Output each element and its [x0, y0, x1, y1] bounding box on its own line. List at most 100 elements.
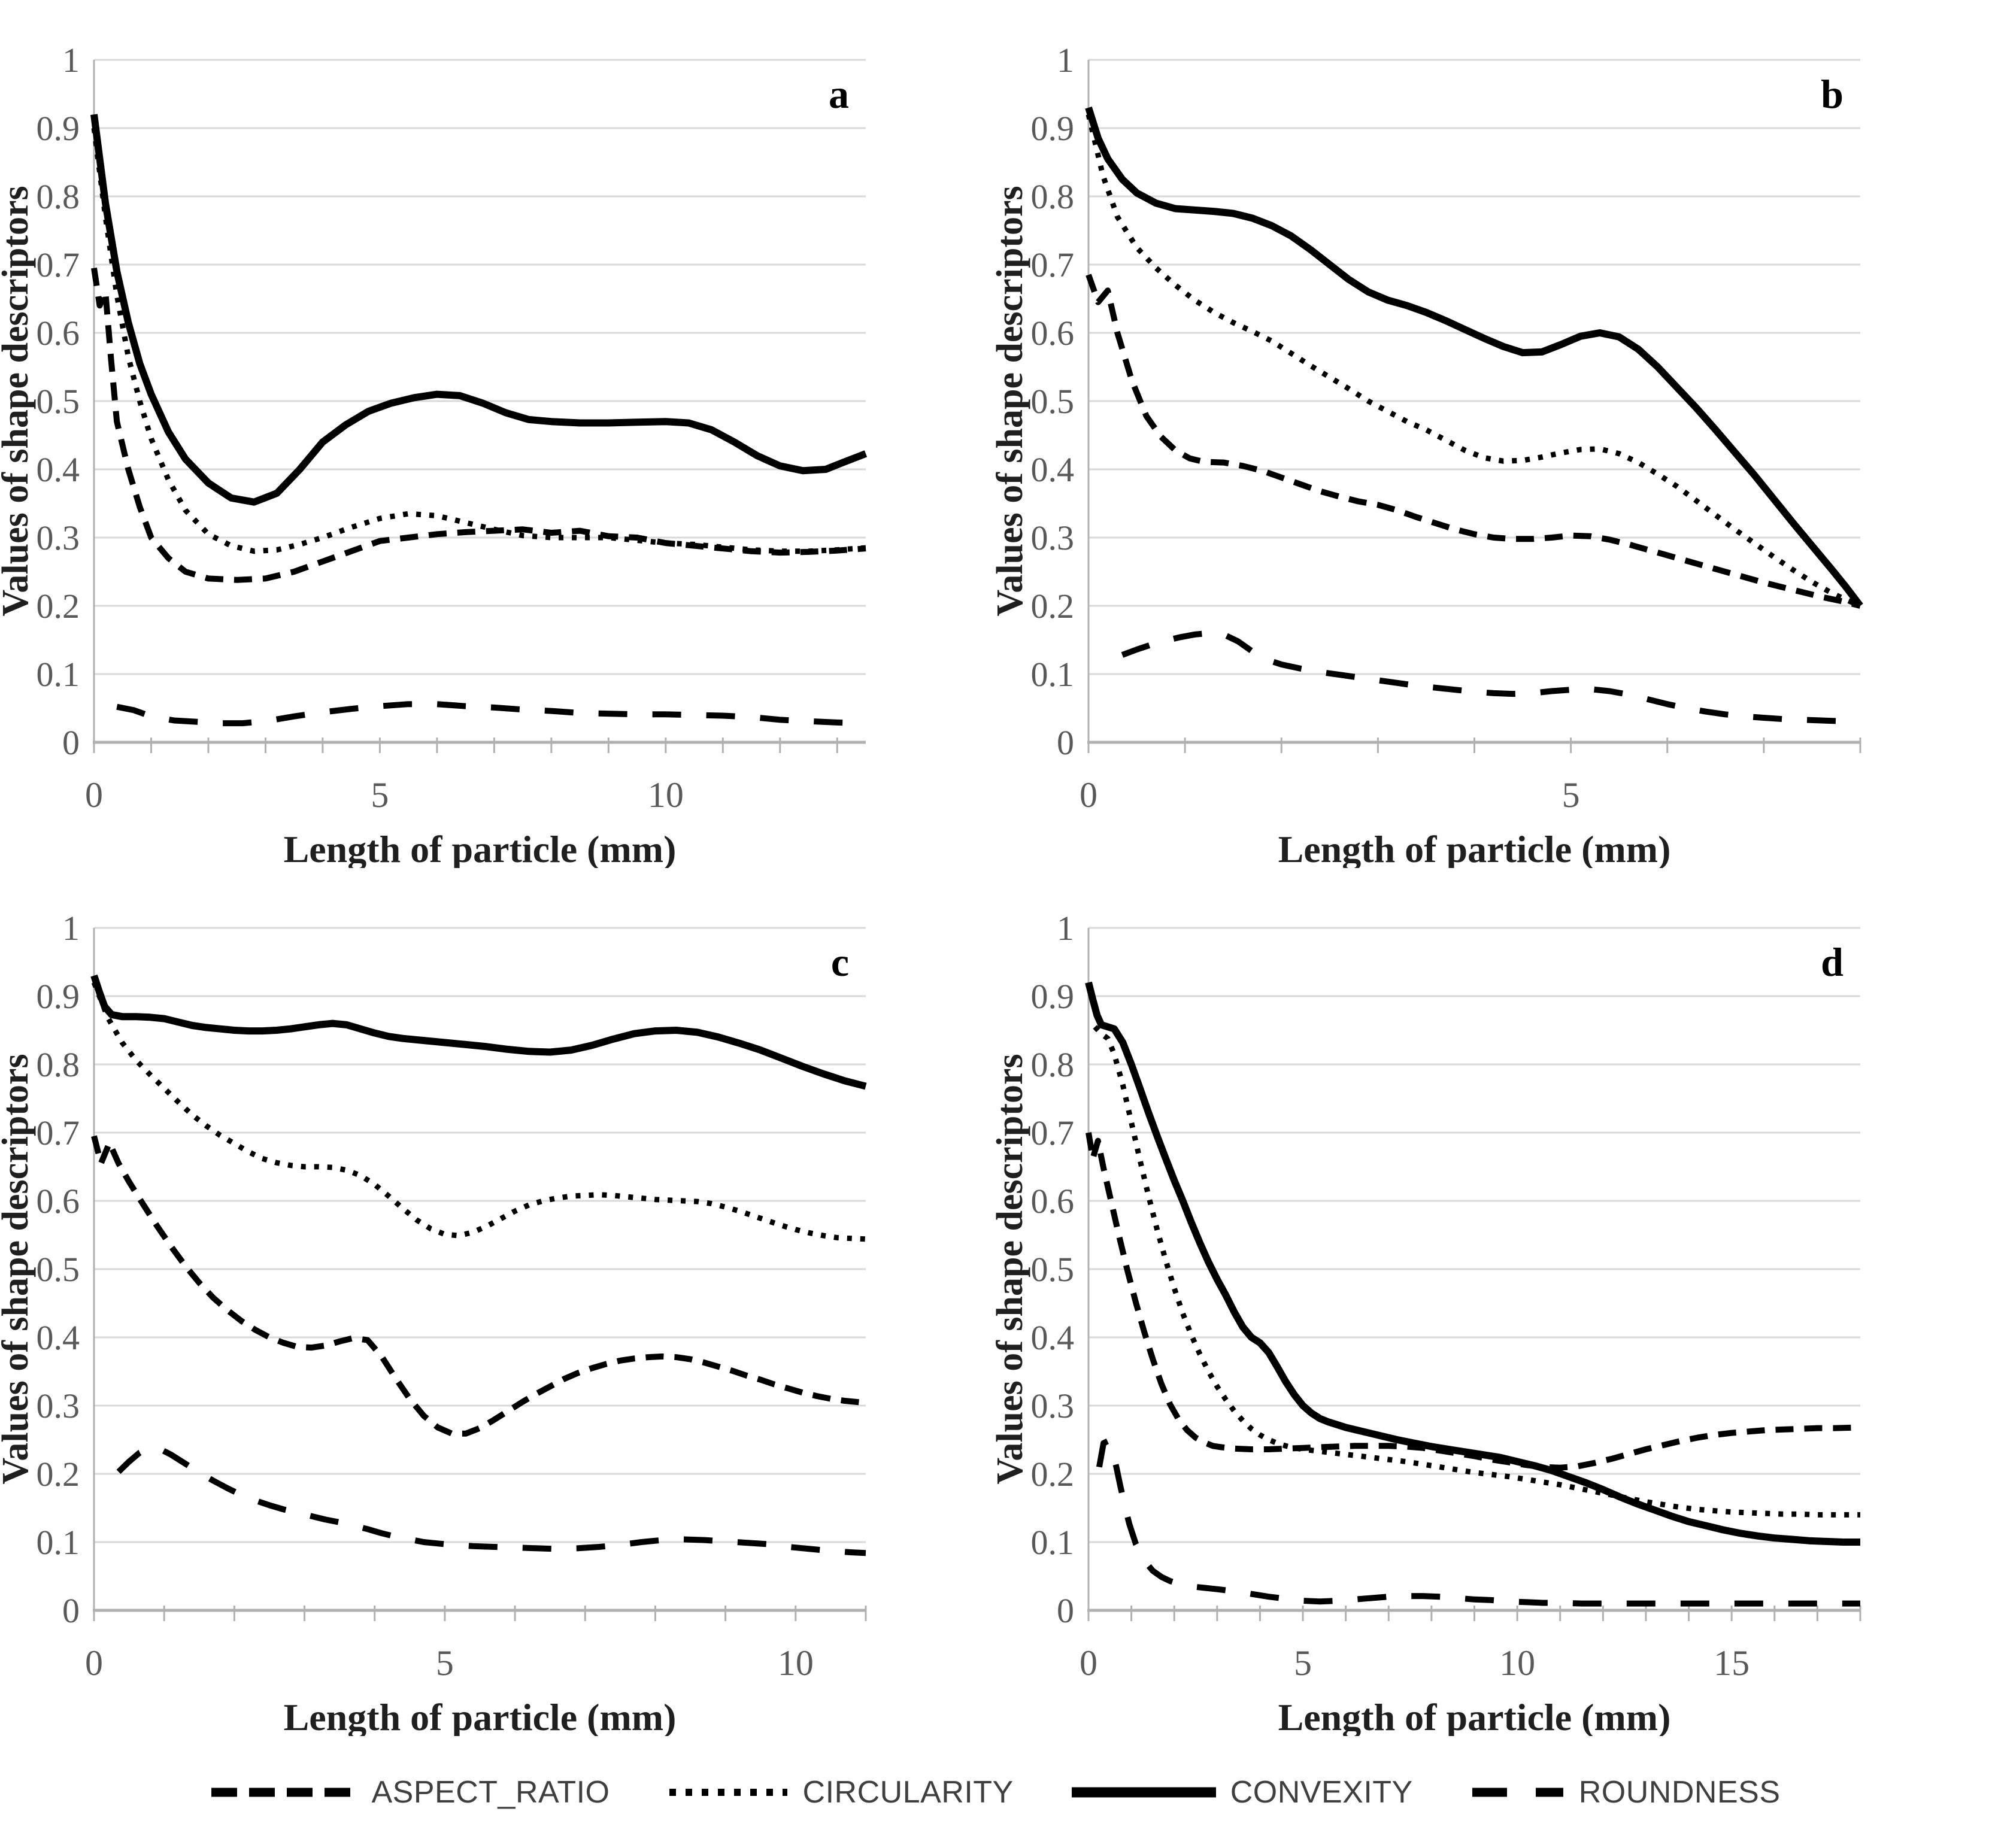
series-convexity	[90, 114, 868, 506]
x-axis-title: Length of particle (mm)	[1278, 1696, 1671, 1736]
legend-item-circularity: CIRCULARITY	[667, 1774, 1014, 1810]
y-tick-label: 0.1	[1031, 655, 1075, 694]
y-tick-label: 0.5	[1031, 382, 1075, 421]
y-axis-title: Values of shape descriptors	[0, 186, 36, 616]
y-tick-label: 0.3	[1031, 1386, 1075, 1425]
legend-item-convexity: CONVEXITY	[1071, 1774, 1413, 1810]
y-tick-label: 0.7	[37, 1113, 80, 1152]
y-tick-label: 0.3	[1031, 518, 1075, 557]
y-tick-label: 0.9	[37, 109, 80, 148]
panel-b: 0 0.1 0.2 0.3 0.4 0.5 0.6 0.7 0.8 0.9 1 0 5 b Length o…	[994, 0, 1989, 868]
y-tick-label: 0	[1057, 723, 1074, 762]
y-tick-label: 0.2	[1031, 1455, 1075, 1494]
y-tick-label: 0.6	[1031, 1182, 1075, 1221]
x-tick-label: 10	[1499, 1643, 1535, 1683]
x-tick-label: 0	[1080, 775, 1097, 815]
y-tick-label: 0	[62, 1591, 80, 1630]
x-tick-label: 5	[371, 775, 389, 815]
y-tick-label: 0.4	[1031, 1318, 1075, 1357]
y-tick-label: 0.6	[1031, 314, 1075, 353]
series-convexity	[90, 974, 867, 1090]
series-roundness	[1121, 630, 1861, 725]
y-tick-label: 0.3	[37, 518, 80, 557]
y-tick-label: 0.9	[37, 977, 80, 1016]
panel-grid: 0 0.1 0.2 0.3 0.4 0.5 0.6 0.7 0.8 0.9 1 0 5 10 a Length…	[0, 0, 1989, 1736]
y-tick-label: 0	[62, 723, 80, 762]
panel-a-chart: 00.10.20.30.40.50.60.70.80.910 5 10aLength…	[0, 41, 868, 868]
y-tick-label: 0.6	[37, 1182, 80, 1221]
x-tick-label: 5	[1562, 775, 1580, 815]
panel-a: 0 0.1 0.2 0.3 0.4 0.5 0.6 0.7 0.8 0.9 1 0 5 10 a Length…	[0, 0, 994, 868]
y-tick-label: 0.4	[37, 450, 80, 489]
convexity-line-icon	[1071, 1787, 1216, 1797]
y-tick-label: 0.2	[37, 587, 80, 626]
series-circularity	[1086, 114, 1861, 609]
panel-b-chart: 0 0.1 0.2 0.3 0.4 0.5 0.6 0.7 0.8 0.9 1 0 5 b Length o…	[994, 41, 1863, 868]
x-tick-label: 5	[436, 1643, 454, 1683]
y-tick-label: 1	[62, 41, 80, 80]
y-tick-label: 0.2	[1031, 587, 1075, 626]
y-tick-label: 0.8	[37, 177, 80, 216]
series-aspect_ratio	[91, 267, 866, 583]
x-tick-label: 0	[85, 775, 103, 815]
series-roundness	[1096, 1438, 1860, 1607]
series-circularity	[91, 128, 866, 554]
y-axis-title: Values of shape descriptors	[0, 1054, 36, 1484]
panel-letter: b	[1821, 71, 1844, 117]
y-tick-label: 0.8	[1031, 177, 1075, 216]
y-tick-label: 0.5	[37, 382, 80, 421]
x-tick-label: 15	[1714, 1643, 1750, 1683]
panel-d-chart: 00.10.20.30.40.50.60.70.80.910 5 10 15dLeng…	[994, 909, 1861, 1736]
series-roundness	[116, 701, 866, 727]
series-roundness	[116, 1445, 866, 1556]
y-tick-label: 0.4	[1031, 450, 1075, 489]
y-tick-label: 0.4	[37, 1318, 80, 1357]
y-axis-title: Values of shape descriptors	[994, 1054, 1030, 1484]
y-tick-label: 1	[62, 909, 80, 948]
series-aspect_ratio	[1086, 1132, 1861, 1471]
y-tick-label: 1	[1057, 41, 1074, 80]
y-tick-label: 0.5	[1031, 1250, 1075, 1289]
circularity-line-icon	[669, 1788, 787, 1796]
y-tick-label: 0.6	[37, 314, 80, 353]
legend-label: CIRCULARITY	[802, 1774, 1014, 1810]
series-aspect_ratio	[1086, 274, 1861, 609]
series-circularity	[1093, 1025, 1860, 1518]
y-tick-label: 0.9	[1031, 977, 1075, 1016]
legend-item-aspect-ratio: ASPECT_RATIO	[209, 1774, 610, 1810]
legend-label: CONVEXITY	[1230, 1774, 1413, 1810]
x-tick-label: 5	[1294, 1643, 1312, 1683]
x-tick-label: 10	[778, 1643, 814, 1683]
x-axis-title: Length of particle (mm)	[1278, 828, 1671, 868]
y-tick-label: 0.1	[37, 1523, 80, 1562]
x-axis-title: Length of particle (mm)	[284, 1696, 677, 1736]
series-convexity	[1085, 107, 1863, 608]
series-aspect_ratio	[91, 1135, 866, 1437]
y-tick-label: 0	[1057, 1591, 1074, 1630]
y-tick-label: 0.3	[37, 1386, 80, 1425]
series-convexity	[1085, 981, 1860, 1546]
panel-letter: c	[831, 939, 849, 985]
x-tick-label: 0	[1080, 1643, 1097, 1683]
panel-c: 0 0.1 0.2 0.3 0.4 0.5 0.6 0.7 0.8 0.9 1 0 5 10 c Length…	[0, 868, 994, 1736]
panel-c-chart: 00.10.20.30.40.50.60.70.80.910 5 10cLength…	[0, 909, 867, 1736]
x-axis-title: Length of particle (mm)	[284, 828, 677, 868]
y-axis-title: Values of shape descriptors	[994, 186, 1030, 616]
series-circularity	[91, 981, 866, 1242]
y-tick-label: 0.8	[37, 1045, 80, 1084]
y-tick-label: 0.8	[1031, 1045, 1075, 1084]
y-tick-label: 0.9	[1031, 109, 1075, 148]
y-tick-label: 0.1	[37, 655, 80, 694]
x-tick-label: 10	[648, 775, 684, 815]
legend-label: ASPECT_RATIO	[371, 1774, 610, 1810]
panel-d: 0 0.1 0.2 0.3 0.4 0.5 0.6 0.7 0.8 0.9 1 0 5 10 15 d Leng…	[994, 868, 1989, 1736]
panel-letter: a	[829, 71, 849, 117]
legend-item-roundness: ROUNDNESS	[1470, 1774, 1781, 1810]
y-tick-label: 0.7	[1031, 1113, 1075, 1152]
y-tick-label: 0.7	[37, 245, 80, 284]
y-tick-label: 0.7	[1031, 245, 1075, 284]
roundness-line-icon	[1472, 1788, 1563, 1797]
y-tick-label: 0.1	[1031, 1523, 1075, 1562]
y-tick-label: 0.5	[37, 1250, 80, 1289]
